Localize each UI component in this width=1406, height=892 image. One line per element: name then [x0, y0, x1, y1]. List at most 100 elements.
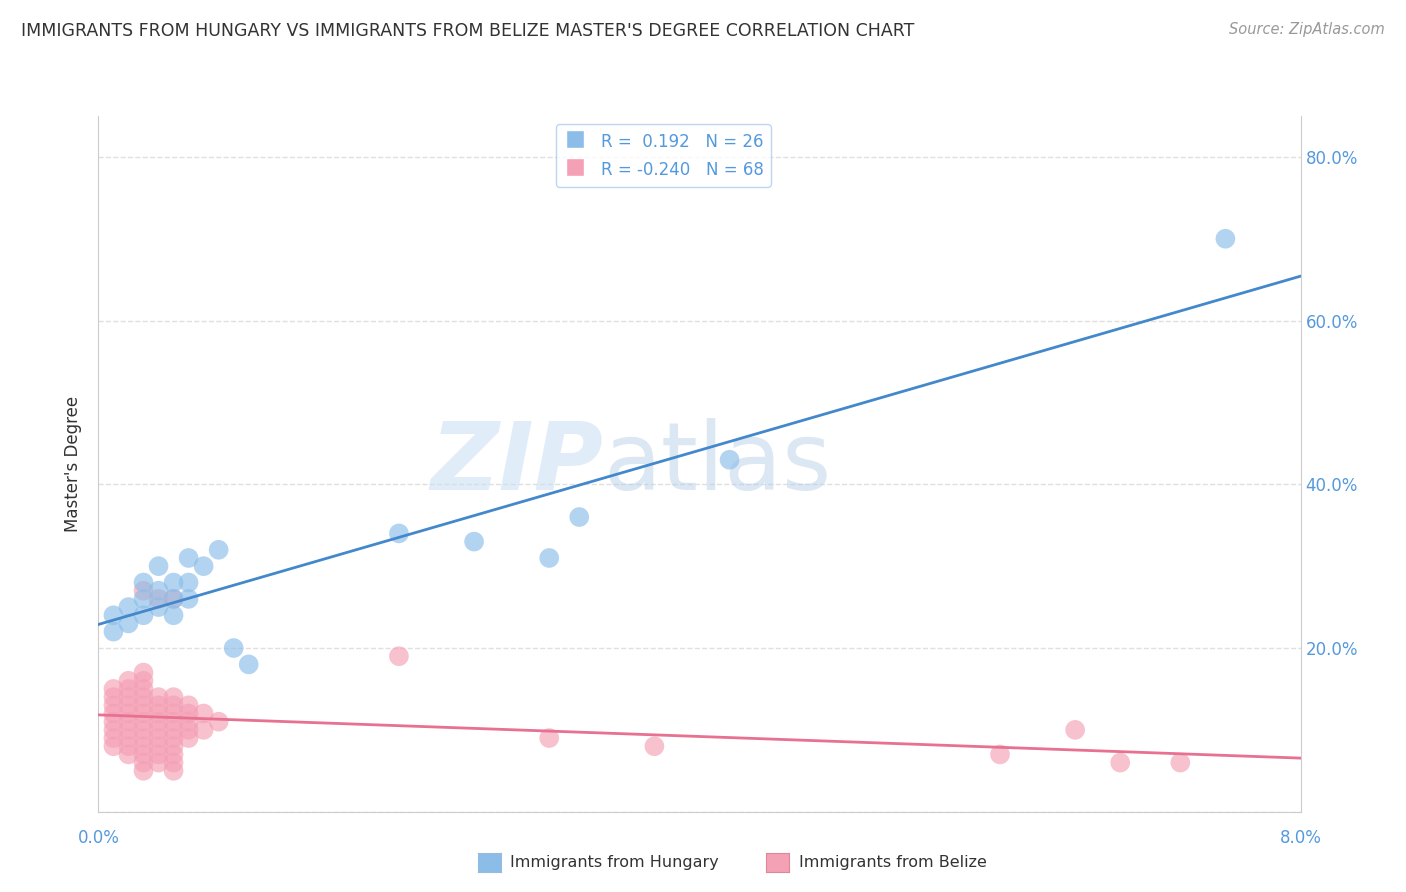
Point	[162, 731, 184, 745]
Point	[148, 559, 170, 574]
Point	[177, 591, 200, 606]
Point	[1064, 723, 1087, 737]
Point	[117, 706, 139, 721]
Point	[117, 747, 139, 762]
Point	[132, 764, 155, 778]
Point	[117, 690, 139, 705]
Point	[148, 747, 170, 762]
Point	[132, 583, 155, 598]
Point	[103, 690, 125, 705]
Point	[1168, 756, 1191, 770]
Point	[162, 591, 184, 606]
Text: atlas: atlas	[603, 417, 831, 510]
Point	[132, 731, 155, 745]
Point	[132, 591, 155, 606]
Point	[162, 723, 184, 737]
Point	[148, 698, 170, 713]
Text: 0.0%: 0.0%	[77, 829, 120, 847]
Point	[162, 575, 184, 590]
Point	[132, 681, 155, 696]
Text: 8.0%: 8.0%	[1279, 829, 1322, 847]
Point	[132, 723, 155, 737]
Point	[208, 542, 231, 557]
Point	[117, 616, 139, 631]
Point	[193, 559, 215, 574]
Point	[132, 608, 155, 623]
Point	[103, 681, 125, 696]
Point	[148, 739, 170, 754]
Point	[103, 714, 125, 729]
Text: Immigrants from Hungary: Immigrants from Hungary	[510, 855, 718, 870]
Point	[177, 706, 200, 721]
Point	[103, 624, 125, 639]
Point	[132, 690, 155, 705]
Point	[132, 698, 155, 713]
Point	[177, 575, 200, 590]
Point	[162, 591, 184, 606]
Point	[162, 690, 184, 705]
Point	[117, 739, 139, 754]
Point	[132, 673, 155, 688]
Y-axis label: Master's Degree: Master's Degree	[65, 396, 83, 532]
Point	[177, 731, 200, 745]
Point	[193, 723, 215, 737]
Text: ZIP: ZIP	[430, 417, 603, 510]
Point	[132, 756, 155, 770]
Point	[162, 608, 184, 623]
Point	[162, 714, 184, 729]
Point	[132, 739, 155, 754]
Point	[117, 714, 139, 729]
Point	[148, 690, 170, 705]
Point	[538, 551, 561, 566]
Point	[103, 608, 125, 623]
Point	[132, 714, 155, 729]
Point	[132, 665, 155, 680]
Point	[1109, 756, 1132, 770]
Point	[103, 723, 125, 737]
Text: Immigrants from Belize: Immigrants from Belize	[799, 855, 987, 870]
Point	[103, 739, 125, 754]
Point	[148, 723, 170, 737]
Point	[162, 756, 184, 770]
Point	[132, 747, 155, 762]
Point	[193, 706, 215, 721]
Point	[162, 698, 184, 713]
Point	[148, 583, 170, 598]
Point	[177, 551, 200, 566]
Point	[177, 723, 200, 737]
Point	[177, 698, 200, 713]
Point	[222, 640, 245, 655]
Point	[162, 706, 184, 721]
Legend: R =  0.192   N = 26, R = -0.240   N = 68: R = 0.192 N = 26, R = -0.240 N = 68	[557, 124, 770, 186]
Point	[148, 706, 170, 721]
Text: Source: ZipAtlas.com: Source: ZipAtlas.com	[1229, 22, 1385, 37]
Point	[238, 657, 260, 672]
Point	[162, 764, 184, 778]
Point	[988, 747, 1011, 762]
Point	[568, 510, 591, 524]
Point	[103, 731, 125, 745]
Point	[117, 723, 139, 737]
Point	[148, 600, 170, 615]
Point	[162, 747, 184, 762]
Point	[103, 706, 125, 721]
Point	[148, 756, 170, 770]
Point	[117, 673, 139, 688]
Point	[148, 731, 170, 745]
Point	[117, 698, 139, 713]
Point	[148, 591, 170, 606]
Point	[208, 714, 231, 729]
Point	[538, 731, 561, 745]
Point	[643, 739, 665, 754]
Text: IMMIGRANTS FROM HUNGARY VS IMMIGRANTS FROM BELIZE MASTER'S DEGREE CORRELATION CH: IMMIGRANTS FROM HUNGARY VS IMMIGRANTS FR…	[21, 22, 914, 40]
Point	[162, 739, 184, 754]
Point	[117, 731, 139, 745]
Point	[103, 698, 125, 713]
Point	[463, 534, 485, 549]
Point	[1215, 232, 1237, 246]
Point	[132, 575, 155, 590]
Point	[388, 526, 411, 541]
Point	[177, 714, 200, 729]
Point	[718, 452, 741, 467]
Point	[117, 600, 139, 615]
